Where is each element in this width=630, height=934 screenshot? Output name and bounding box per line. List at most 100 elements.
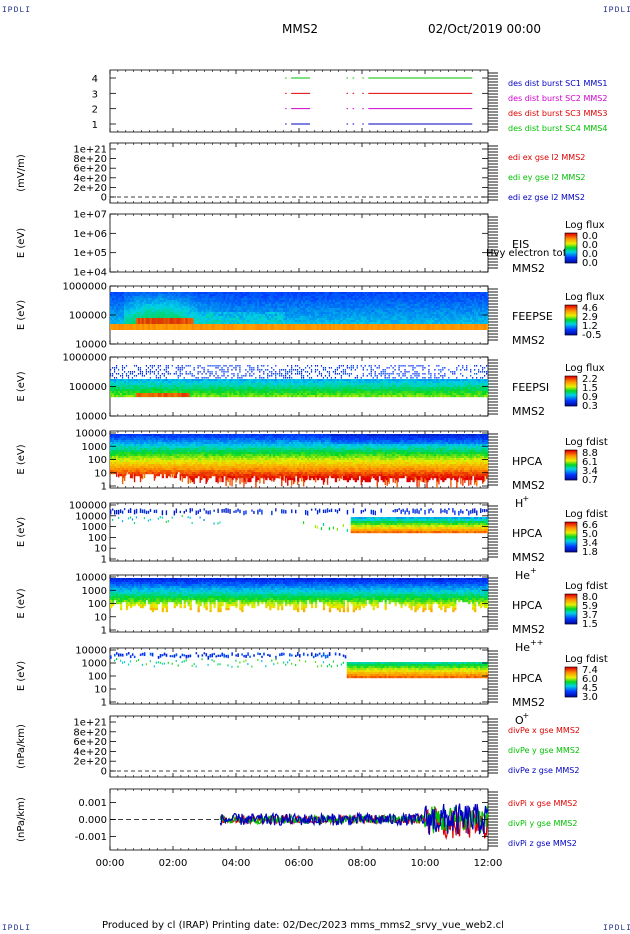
feepse-pixel	[287, 322, 290, 325]
feepsi-pixel	[131, 383, 135, 386]
feepse-pixel	[273, 292, 276, 295]
feepse-pixel	[147, 310, 151, 313]
feepse-pixel	[314, 318, 318, 321]
feepse-pixel	[410, 296, 413, 299]
feepse-pixel	[460, 314, 463, 317]
feepsi-pixel	[223, 395, 226, 398]
feepse-pixel	[127, 292, 131, 295]
feepsi-pixel	[155, 383, 159, 386]
feepse-pixel	[295, 320, 298, 323]
feepse-pixel	[125, 304, 129, 307]
feepse-pixel	[434, 294, 437, 297]
feepse-pixel	[245, 306, 248, 309]
feepsi-pixel	[199, 365, 201, 367]
feepse-pixel	[340, 316, 344, 319]
feepse-pixel	[416, 310, 419, 313]
feepse-pixel	[356, 320, 359, 323]
feepsi-pixel	[151, 393, 155, 397]
feepsi-pixel	[227, 381, 230, 384]
feepse-pixel	[484, 302, 487, 305]
feepse-pixel	[430, 312, 433, 315]
feepsi-pixel	[193, 389, 196, 392]
feepse-pixel	[231, 318, 234, 321]
feepse-pixel	[213, 296, 216, 299]
feepse-pixel	[233, 320, 236, 323]
feepse-pixel	[239, 292, 242, 295]
feepse-pixel	[209, 318, 212, 321]
feepse-pixel	[261, 296, 264, 299]
feepse-pixel	[173, 300, 176, 303]
feepse-pixel	[183, 312, 186, 315]
feepsi-pixel	[123, 371, 126, 373]
feepsi-pixel	[145, 373, 148, 375]
feepse-pixel	[388, 320, 391, 323]
feepse-pixel	[414, 292, 417, 295]
feepsi-pixel	[155, 369, 157, 371]
feepse-pixel	[161, 306, 165, 309]
feepsi-pixel	[125, 393, 129, 396]
feepse-pixel	[147, 304, 151, 307]
feepse-pixel	[259, 324, 262, 330]
feepse-pixel	[281, 306, 284, 309]
feepse-pixel	[472, 300, 475, 303]
feepse-pixel	[283, 296, 286, 299]
feepse-pixel	[209, 294, 212, 297]
feepse-pixel	[239, 312, 242, 315]
feepse-pixel	[237, 292, 240, 295]
feepsi-pixel	[143, 391, 147, 394]
feepse-pixel	[304, 316, 308, 319]
feepse-pixel	[215, 316, 218, 319]
feepsi-pixel	[211, 391, 214, 394]
feepse-pixel	[129, 314, 133, 317]
feepse-pixel	[267, 312, 270, 315]
feepse-pixel	[287, 316, 290, 319]
feepse-pixel	[185, 324, 188, 330]
feepse-pixel	[324, 312, 328, 315]
feepsi-pixel	[121, 385, 125, 388]
feepse-pixel	[165, 304, 168, 307]
feepsi-pixel	[211, 365, 213, 367]
feepse-pixel	[426, 314, 429, 317]
feepse-pixel	[223, 306, 226, 309]
feepse-pixel	[338, 316, 342, 319]
feepse-pixel	[302, 310, 306, 313]
feepsi-pixel	[209, 365, 211, 367]
feepsi-pixel	[205, 395, 208, 398]
feepse-pixel	[338, 296, 342, 299]
feepsi-pixel	[193, 395, 196, 398]
feepsi-pixel	[201, 391, 204, 394]
feepse-pixel	[384, 308, 387, 311]
feepse-pixel	[476, 312, 479, 315]
feepse-pixel	[354, 318, 357, 321]
feepse-pixel	[231, 306, 234, 309]
feepse-pixel	[480, 304, 483, 307]
feepse-pixel	[468, 312, 471, 315]
feepse-pixel	[462, 324, 465, 330]
feepse-pixel	[279, 316, 282, 319]
divpe-y-tick-label: 1e+21	[73, 718, 107, 729]
feepse-pixel	[221, 320, 224, 323]
feepse-pixel	[394, 298, 397, 301]
eis-colorbar-value: 0.0	[582, 240, 598, 251]
feepse-pixel	[396, 298, 399, 301]
feepse-pixel	[110, 302, 113, 305]
feepse-pixel	[245, 312, 248, 315]
feepse-pixel	[344, 296, 348, 299]
feepse-pixel	[263, 296, 266, 299]
feepse-pixel	[271, 296, 274, 299]
feepsi-pixel	[115, 365, 118, 367]
feepse-pixel	[446, 304, 449, 307]
feepse-pixel	[314, 308, 318, 311]
feepse-pixel	[135, 292, 139, 295]
feepse-pixel	[275, 316, 278, 319]
feepsi-pixel	[115, 391, 119, 394]
feepse-pixel	[257, 314, 260, 317]
feepse-pixel	[171, 298, 174, 301]
feepse-pixel	[123, 298, 127, 301]
feepse-pixel	[219, 322, 222, 325]
feepsi-pixel	[111, 389, 115, 392]
feepse-pixel	[221, 324, 224, 330]
feepse-pixel	[273, 300, 276, 303]
colorbar-strip	[565, 305, 577, 307]
feepse-pixel	[380, 324, 383, 330]
